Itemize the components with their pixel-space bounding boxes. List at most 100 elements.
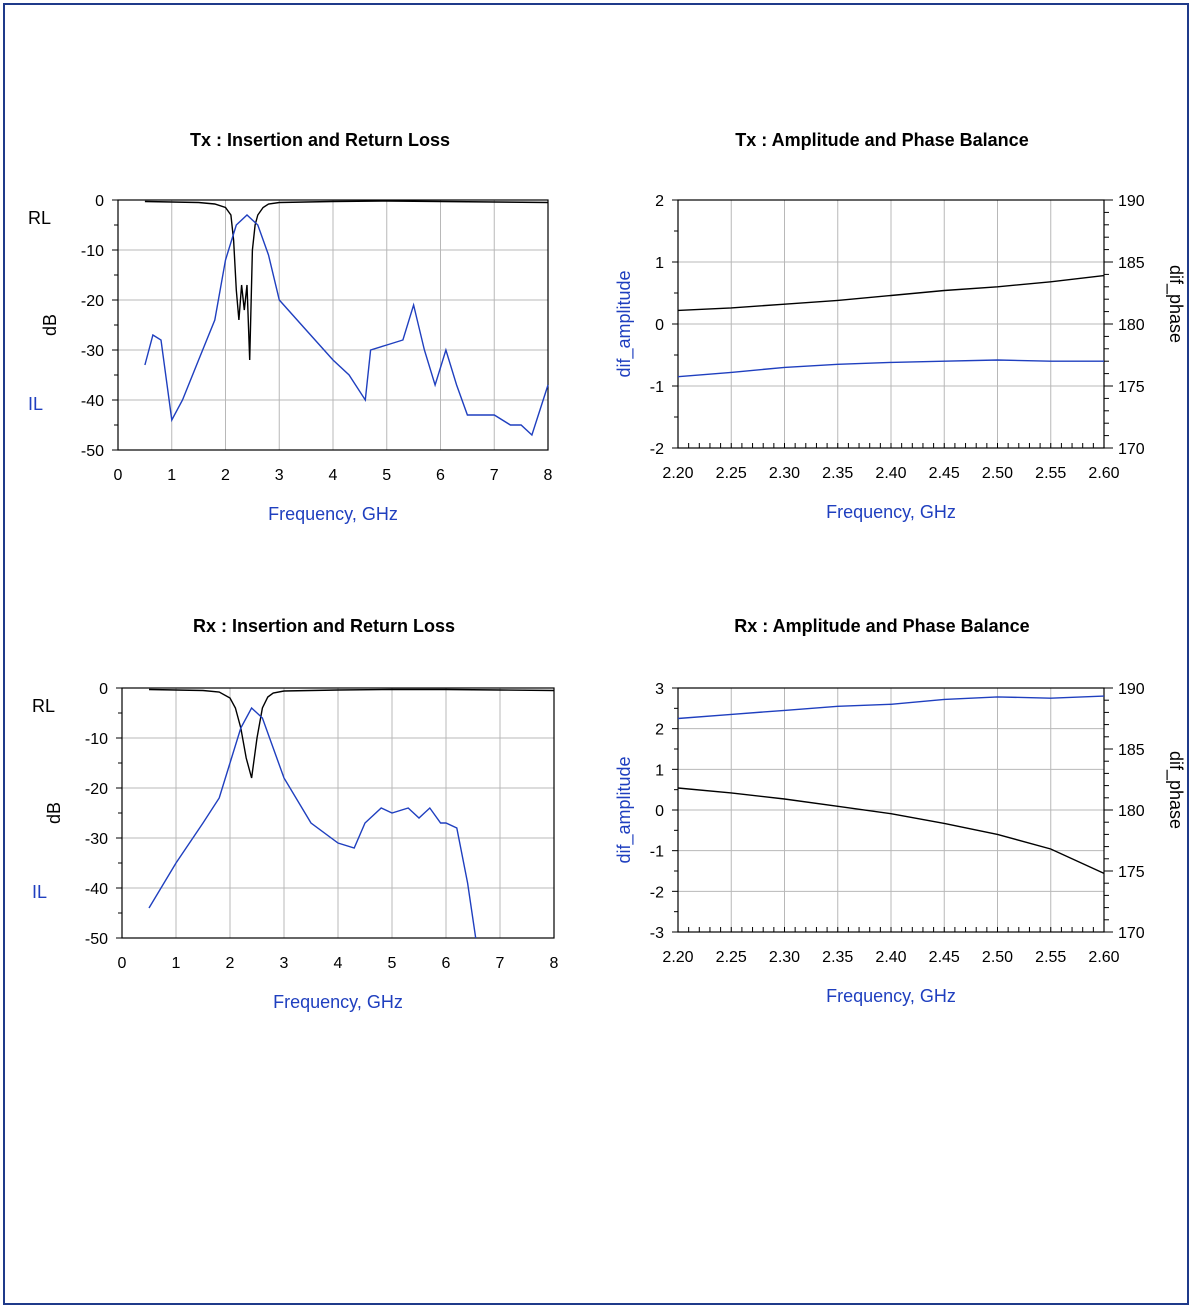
page-frame [3, 3, 1189, 1305]
plot-area [677, 687, 1105, 933]
x-tick-label: 2.20 [662, 465, 693, 482]
chart-title: Rx : Insertion and Return Loss [193, 616, 455, 636]
x-tick-label: 2 [226, 955, 235, 972]
x-tick-label: 2.35 [822, 465, 853, 482]
y-tick-label: 1 [655, 255, 664, 272]
x-tick-label: 2.40 [875, 465, 906, 482]
y-tick-label: 0 [99, 681, 108, 698]
x-tick-label: 2.20 [662, 949, 693, 966]
x-tick-label: 6 [436, 467, 445, 484]
x-tick-label: 2.25 [716, 949, 747, 966]
x-tick-label: 3 [280, 955, 289, 972]
y-tick-label: 2 [655, 722, 664, 739]
x-tick-label: 8 [544, 467, 553, 484]
series-line-rl [144, 200, 549, 361]
series-label-rl: RL [28, 208, 51, 228]
series-line-dif-amplitude [677, 695, 1105, 720]
tx-balance-chart: Tx : Amplitude and Phase Balance 2.20 2.25… [614, 130, 1186, 522]
y-tick-label: -2 [650, 441, 664, 458]
x-tick-label: 5 [382, 467, 391, 484]
y-tick-label: -20 [81, 293, 104, 310]
x-tick-label: 6 [442, 955, 451, 972]
y-tick-label: -10 [85, 731, 108, 748]
y-tick-label: 3 [655, 681, 664, 698]
x-tick-label: 2.60 [1088, 465, 1119, 482]
x-tick-label: 8 [550, 955, 559, 972]
y2-tick-label: 185 [1118, 255, 1145, 272]
x-tick-label: 1 [167, 467, 176, 484]
x-tick-label: 1 [172, 955, 181, 972]
y2-tick-label: 175 [1118, 379, 1145, 396]
x-axis-label: Frequency, GHz [268, 504, 398, 524]
x-tick-label: 2.30 [769, 465, 800, 482]
y-axis-label: dif_amplitude [614, 756, 635, 863]
y-axis-label: dif_amplitude [614, 270, 635, 377]
x-tick-label: 2.55 [1035, 465, 1066, 482]
x-tick-label: 2.30 [769, 949, 800, 966]
y-tick-label: 0 [95, 193, 104, 210]
x-tick-label: 2.35 [822, 949, 853, 966]
series-line-dif-phase [677, 787, 1105, 875]
y-axis-label: dB [44, 802, 64, 824]
y-tick-label: -1 [650, 844, 664, 861]
x-tick-label: 2.45 [929, 465, 960, 482]
x-tick-label: 0 [114, 467, 123, 484]
y2-tick-label: 180 [1118, 317, 1145, 334]
tx-loss-chart: Tx : Insertion and Return Loss 0 1 2 3 4 5 6 7 8 0… [28, 130, 553, 524]
chart-title: Tx : Insertion and Return Loss [190, 130, 450, 150]
series-label-il: IL [28, 394, 43, 414]
y-tick-label: 0 [655, 803, 664, 820]
x-axis-label: Frequency, GHz [826, 986, 956, 1006]
y2-tick-label: 190 [1118, 193, 1145, 210]
x-tick-label: 5 [388, 955, 397, 972]
y-tick-label: -3 [650, 925, 664, 942]
y-tick-label: -30 [81, 343, 104, 360]
y-tick-label: -30 [85, 831, 108, 848]
x-tick-label: 2.25 [716, 465, 747, 482]
y-tick-label: 1 [655, 762, 664, 779]
rx-loss-chart: Rx : Insertion and Return Loss 0 1 2 3 4 5 6 7 8 0… [32, 616, 559, 1012]
y2-tick-label: 185 [1118, 742, 1145, 759]
y-tick-label: 2 [655, 193, 664, 210]
x-tick-label: 3 [275, 467, 284, 484]
y-tick-label: -10 [81, 243, 104, 260]
y-tick-label: 0 [655, 317, 664, 334]
x-tick-label: 2.55 [1035, 949, 1066, 966]
x-axis-label: Frequency, GHz [826, 502, 956, 522]
x-tick-label: 2.60 [1088, 949, 1119, 966]
x-tick-label: 0 [118, 955, 127, 972]
y-axis-label: dB [40, 314, 60, 336]
x-tick-label: 4 [334, 955, 343, 972]
x-tick-label: 2.50 [982, 465, 1013, 482]
y2-axis-label: dif_phase [1165, 751, 1186, 829]
series-line-il [148, 706, 477, 939]
x-tick-label: 7 [496, 955, 505, 972]
x-axis-label: Frequency, GHz [273, 992, 403, 1012]
y-tick-label: -2 [650, 884, 664, 901]
x-tick-label: 7 [490, 467, 499, 484]
y2-tick-label: 190 [1118, 681, 1145, 698]
plot-area [677, 199, 1105, 449]
y-tick-label: -50 [81, 443, 104, 460]
series-line-dif-phase [677, 274, 1105, 312]
y2-axis-label: dif_phase [1165, 265, 1186, 343]
y-tick-label: -40 [81, 393, 104, 410]
y2-tick-label: 170 [1118, 441, 1145, 458]
x-tick-label: 2.45 [929, 949, 960, 966]
y-tick-label: -1 [650, 379, 664, 396]
x-tick-label: 2.40 [875, 949, 906, 966]
x-tick-label: 2.50 [982, 949, 1013, 966]
rx-balance-chart: Rx : Amplitude and Phase Balance 2.20 2.25… [614, 616, 1186, 1006]
series-line-il [144, 214, 549, 437]
series-label-il: IL [32, 882, 47, 902]
y2-tick-label: 175 [1118, 864, 1145, 881]
y-tick-label: -40 [85, 881, 108, 898]
plot-area [121, 687, 555, 939]
x-tick-label: 4 [329, 467, 338, 484]
series-line-dif-amplitude [677, 359, 1104, 378]
y-tick-label: -50 [85, 931, 108, 948]
x-tick-label: 2 [221, 467, 230, 484]
chart-title: Rx : Amplitude and Phase Balance [734, 616, 1029, 636]
y2-tick-label: 180 [1118, 803, 1145, 820]
